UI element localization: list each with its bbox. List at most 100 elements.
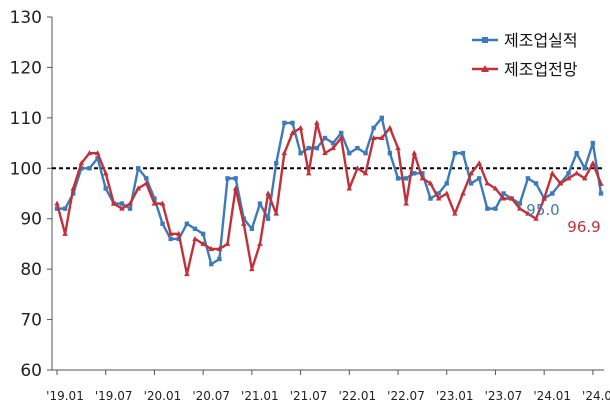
data-point-s1	[533, 181, 539, 186]
data-point-s2	[508, 195, 515, 201]
y-tick-label: 80	[20, 260, 42, 280]
x-tick-label: '20.07	[192, 389, 230, 403]
data-point-s2	[573, 170, 580, 176]
data-point-s2	[273, 210, 280, 216]
data-point-s2	[549, 170, 556, 176]
data-point-s2	[224, 240, 231, 246]
data-point-s1	[192, 226, 198, 231]
end-value-label-1: 95.0	[526, 201, 559, 219]
series-line-2	[55, 121, 603, 276]
data-point-s2	[78, 160, 85, 166]
data-point-s2	[94, 150, 101, 156]
data-point-s2	[102, 170, 109, 176]
data-point-s1	[574, 150, 579, 156]
data-point-s1	[135, 166, 141, 171]
data-point-s2	[468, 170, 474, 176]
data-point-s2	[452, 210, 458, 216]
data-point-s1	[184, 221, 190, 226]
data-point-s2	[378, 135, 385, 141]
data-point-s1	[79, 166, 84, 171]
data-point-s2	[370, 135, 377, 141]
data-point-s2	[167, 230, 174, 236]
data-point-s1	[452, 150, 458, 156]
y-tick-label: 70	[20, 311, 42, 331]
data-point-s1	[274, 161, 279, 166]
x-axis: '19.01 '19.07 '20.01 '20.07 '21.01 '21.07 '22.…	[46, 369, 610, 403]
end-value-label-2: 96.9	[567, 218, 600, 236]
data-point-s1	[95, 156, 100, 161]
data-point-s2	[476, 160, 483, 166]
data-point-s1	[428, 196, 433, 201]
data-point-s1	[127, 206, 133, 211]
data-point-s1	[338, 130, 344, 136]
data-point-s1	[62, 206, 68, 211]
data-point-s1	[460, 150, 466, 156]
data-point-s2	[387, 124, 393, 130]
data-point-s2	[565, 175, 572, 181]
data-point-s1	[363, 150, 368, 156]
y-tick-label: 60	[20, 361, 42, 381]
data-point-s2	[517, 205, 523, 211]
data-point-s2	[443, 190, 450, 196]
data-point-s1	[444, 181, 449, 186]
x-tick-label: '20.01	[144, 389, 182, 403]
legend-label-1: 제조업실적	[504, 31, 578, 50]
data-point-s2	[581, 175, 588, 181]
data-point-s1	[200, 231, 206, 237]
data-point-s2	[435, 195, 442, 201]
data-point-s2	[403, 200, 409, 206]
y-tick-label: 100	[10, 159, 42, 179]
data-point-s1	[468, 181, 474, 186]
x-tick-label: '23.07	[485, 389, 523, 403]
data-point-s1	[54, 206, 60, 211]
data-point-s1	[355, 145, 360, 151]
data-point-s1	[501, 191, 506, 196]
data-point-s2	[395, 145, 401, 151]
data-point-s1	[347, 150, 352, 156]
data-point-s2	[143, 180, 150, 186]
y-tick-label: 120	[10, 58, 42, 78]
data-point-s1	[550, 191, 555, 196]
data-point-s2	[362, 170, 369, 176]
x-tick-label: '22.07	[387, 389, 425, 403]
data-point-s1	[330, 140, 336, 146]
data-point-s1	[436, 191, 441, 196]
data-point-s2	[492, 185, 499, 191]
data-point-s1	[485, 206, 490, 211]
end-labels: 95.0 96.9	[526, 201, 600, 236]
data-point-s1	[103, 186, 108, 191]
y-axis: 60 70 80 90 100 110 120 130	[10, 8, 53, 381]
data-point-s1	[525, 176, 531, 181]
data-point-s1	[493, 206, 498, 211]
data-point-s2	[192, 235, 198, 241]
data-point-s1	[298, 150, 303, 156]
data-point-s1	[306, 145, 311, 151]
data-point-s2	[460, 190, 466, 196]
data-point-s1	[209, 261, 214, 267]
data-point-s1	[420, 171, 425, 176]
data-point-s1	[87, 166, 92, 171]
data-point-s1	[119, 201, 125, 206]
data-point-s1	[477, 176, 482, 181]
data-point-s2	[533, 215, 539, 221]
data-point-s2	[427, 180, 434, 186]
data-point-s2	[314, 119, 320, 125]
data-point-s1	[160, 221, 165, 226]
data-point-s2	[330, 145, 336, 151]
data-point-s2	[240, 220, 247, 226]
x-tick-label: '19.07	[95, 389, 133, 403]
data-point-s1	[379, 115, 384, 121]
x-tick-label: '22.01	[338, 389, 376, 403]
data-point-s2	[289, 129, 296, 135]
data-point-s1	[233, 176, 238, 181]
data-point-s1	[265, 216, 271, 221]
data-point-s2	[281, 150, 288, 156]
data-point-s1	[144, 176, 149, 181]
data-point-s2	[151, 200, 158, 206]
data-point-s2	[184, 271, 190, 277]
data-point-s1	[282, 120, 287, 126]
data-point-s2	[346, 185, 353, 191]
data-point-s1	[152, 196, 157, 201]
